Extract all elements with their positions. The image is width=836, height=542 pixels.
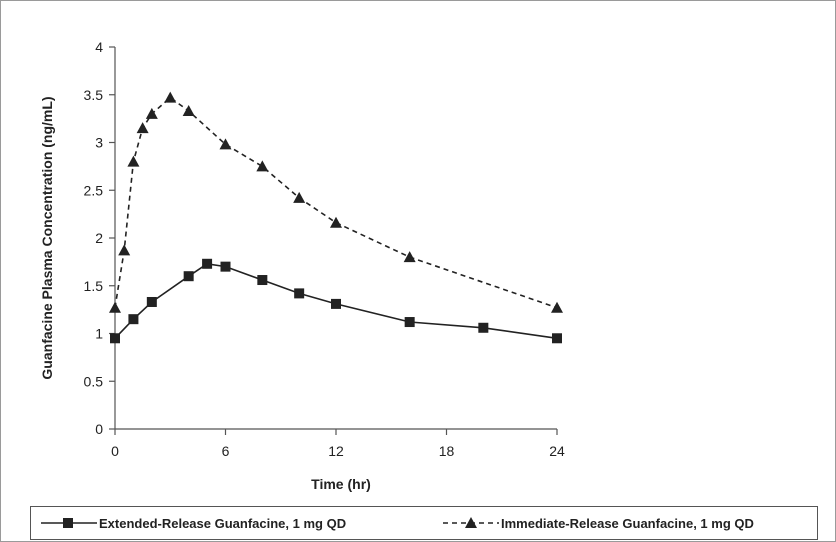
x-tick-label: 6 xyxy=(222,443,230,459)
y-axis-title: Guanfacine Plasma Concentration (ng/mL) xyxy=(39,96,55,379)
data-point-triangle xyxy=(164,91,177,103)
data-point-square xyxy=(331,298,341,309)
data-point-square xyxy=(404,317,415,328)
legend-item-immediate-release: Immediate-Release Guanfacine, 1 mg QD xyxy=(441,507,754,539)
series-line xyxy=(114,96,558,309)
series-immediate-release xyxy=(109,91,563,313)
data-point-square xyxy=(183,271,194,282)
series-layer xyxy=(109,91,563,344)
legend-swatch-triangle-dashed xyxy=(443,517,499,528)
data-point-triangle xyxy=(118,244,131,256)
data-point-triangle xyxy=(551,301,563,313)
data-point-square xyxy=(146,296,157,307)
y-tick-label: 1 xyxy=(95,326,103,342)
line-chart: 0 0.5 1 1.5 2 2.5 3 3.5 4 0 6 12 18 24 Time (hr) Gua… xyxy=(39,39,565,492)
data-point-triangle xyxy=(330,216,342,228)
data-point-triangle xyxy=(109,301,121,313)
data-point-triangle xyxy=(127,155,140,167)
y-tick-label: 3.5 xyxy=(84,87,104,103)
data-point-square xyxy=(220,261,231,272)
data-point-triangle xyxy=(219,138,232,150)
data-point-square xyxy=(478,322,489,333)
y-tick-label: 2.5 xyxy=(84,182,104,198)
data-point-triangle xyxy=(136,122,149,134)
y-tick-label: 1.5 xyxy=(84,278,104,294)
x-tick-label: 18 xyxy=(439,443,455,459)
data-point-square xyxy=(552,333,562,344)
data-point-square xyxy=(294,288,305,299)
x-tick-label: 12 xyxy=(328,443,344,459)
data-point-square xyxy=(202,258,213,269)
y-tick-label: 0.5 xyxy=(84,373,104,389)
y-tick-label: 4 xyxy=(95,39,103,55)
data-point-square xyxy=(110,333,120,344)
data-point-square xyxy=(257,275,268,286)
legend-item-extended-release: Extended-Release Guanfacine, 1 mg QD xyxy=(39,507,346,539)
y-axis: 0 0.5 1 1.5 2 2.5 3 3.5 4 xyxy=(84,39,116,437)
legend: Extended-Release Guanfacine, 1 mg QD Imm… xyxy=(30,506,818,540)
legend-label-immediate-release: Immediate-Release Guanfacine, 1 mg QD xyxy=(501,515,754,531)
series-extended-release xyxy=(110,258,562,344)
x-tick-label: 24 xyxy=(549,443,565,459)
data-point-triangle xyxy=(145,107,158,119)
x-tick-label: 0 xyxy=(111,443,119,459)
data-point-triangle xyxy=(182,104,195,116)
data-point-square xyxy=(128,314,139,325)
y-tick-label: 3 xyxy=(95,135,103,151)
data-point-triangle xyxy=(256,160,269,172)
legend-swatch-square-solid xyxy=(41,518,97,528)
x-axis: 0 6 12 18 24 xyxy=(111,428,565,459)
legend-label-extended-release: Extended-Release Guanfacine, 1 mg QD xyxy=(99,515,347,531)
y-tick-label: 2 xyxy=(95,230,103,246)
data-point-triangle xyxy=(403,251,416,263)
data-point-triangle xyxy=(293,191,306,203)
y-tick-label: 0 xyxy=(95,421,103,437)
x-axis-title: Time (hr) xyxy=(311,476,371,492)
